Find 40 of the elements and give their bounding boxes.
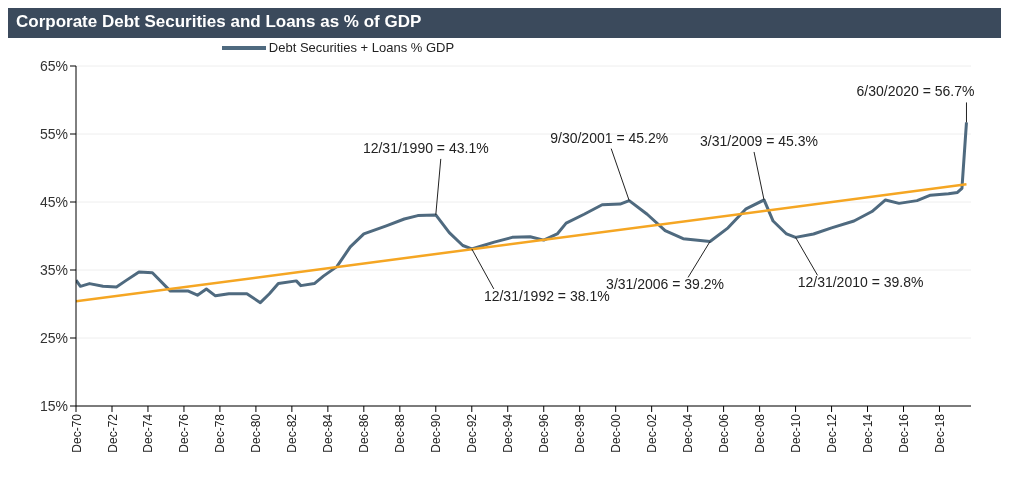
- y-tick-label: 15%: [39, 397, 68, 414]
- x-tick-label: Dec-00: [609, 413, 624, 453]
- x-tick-label: Dec-74: [141, 413, 156, 453]
- x-tick-label: Dec-16: [897, 413, 912, 453]
- y-tick-label: 25%: [39, 329, 68, 346]
- x-tick-label: Dec-18: [933, 413, 947, 453]
- legend-label: Debt Securities + Loans % GDP: [268, 40, 455, 55]
- y-tick-label: 45%: [39, 193, 68, 210]
- line-series: [76, 120, 968, 305]
- y-tick-label: 35%: [39, 261, 68, 278]
- x-tick-label: Dec-92: [465, 413, 480, 453]
- x-tick-label: Dec-78: [213, 413, 228, 453]
- x-tick-label: Dec-08: [753, 413, 768, 453]
- x-tick-label: Dec-14: [861, 413, 876, 453]
- x-tick-label: Dec-70: [69, 413, 84, 453]
- chart-title: Corporate Debt Securities and Loans as % of GDP: [8, 8, 1001, 38]
- x-tick-label: Dec-04: [681, 413, 696, 453]
- x-tick-label: Dec-84: [321, 413, 336, 453]
- x-tick-label: Dec-82: [285, 413, 300, 453]
- annotation: 12/31/2010 = 39.8%: [797, 274, 924, 291]
- annotation: 12/31/1990 = 43.1%: [362, 139, 489, 156]
- x-tick-label: Dec-88: [393, 413, 408, 453]
- x-tick-label: Dec-94: [501, 413, 516, 453]
- x-tick-label: Dec-96: [537, 413, 552, 453]
- y-tick-label: 55%: [39, 125, 68, 142]
- x-tick-label: Dec-86: [357, 413, 372, 453]
- annotation: 3/31/2009 = 45.3%: [700, 132, 819, 149]
- annotation: 9/30/2001 = 45.2%: [550, 129, 669, 146]
- annotation: 3/31/2006 = 39.2%: [606, 276, 725, 293]
- annotation: 6/30/2020 = 56.7%: [856, 83, 975, 100]
- y-tick-label: 65%: [39, 57, 68, 74]
- x-tick-label: Dec-12: [825, 413, 840, 453]
- x-tick-label: Dec-98: [573, 413, 588, 453]
- x-tick-label: Dec-06: [717, 413, 732, 453]
- x-tick-label: Dec-02: [645, 413, 660, 453]
- x-tick-label: Dec-72: [105, 413, 120, 453]
- x-tick-label: Dec-80: [249, 413, 264, 453]
- x-tick-label: Dec-76: [177, 413, 192, 453]
- x-tick-label: Dec-10: [789, 413, 804, 453]
- x-tick-label: Dec-90: [429, 413, 444, 453]
